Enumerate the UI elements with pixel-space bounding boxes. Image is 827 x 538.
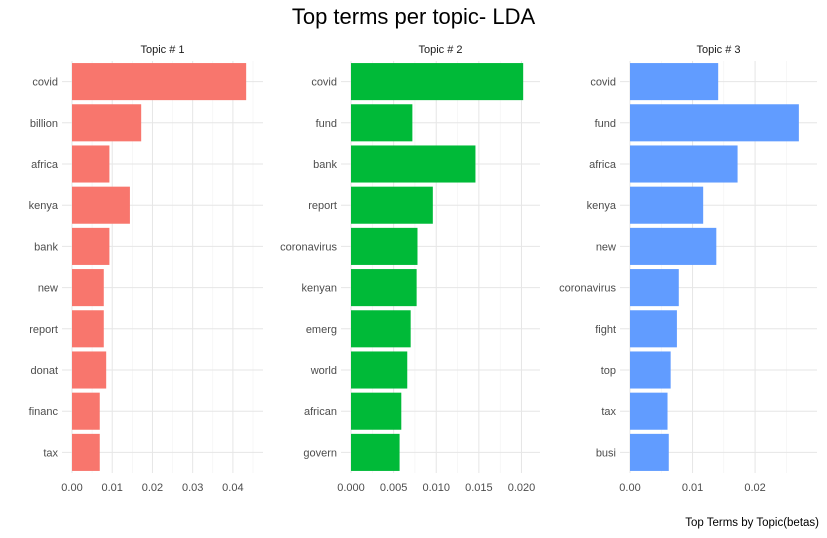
- bar-covid: [630, 63, 719, 101]
- y-category-label: fund: [316, 118, 337, 130]
- y-category-label: kenya: [29, 200, 59, 212]
- y-category-label: covid: [32, 77, 58, 89]
- bar-donat: [72, 351, 107, 389]
- y-category-label: new: [596, 241, 616, 253]
- x-tick-label: 0.000: [337, 482, 365, 494]
- y-category-label: emerg: [306, 324, 337, 336]
- bar-tax: [72, 433, 100, 471]
- bar-fight: [630, 310, 677, 348]
- bar-top: [630, 351, 671, 389]
- y-category-label: top: [601, 365, 616, 377]
- bar-coronavirus: [351, 227, 418, 265]
- bar-africa: [72, 145, 110, 183]
- y-category-label: financ: [29, 406, 59, 418]
- bar-bank: [351, 145, 476, 183]
- y-category-label: africa: [31, 159, 59, 171]
- bar-kenya: [630, 186, 704, 224]
- bar-kenyan: [351, 269, 417, 307]
- chart-caption: Top Terms by Topic(betas): [685, 517, 819, 529]
- bar-kenya: [72, 186, 130, 224]
- facet-label: Topic # 3: [696, 44, 740, 56]
- bar-tax: [630, 392, 668, 430]
- bar-financ: [72, 392, 100, 430]
- x-tick-label: 0.04: [222, 482, 243, 494]
- y-category-label: billion: [30, 118, 58, 130]
- bar-report: [351, 186, 433, 224]
- x-tick-label: 0.02: [142, 482, 163, 494]
- y-category-label: kenyan: [302, 283, 337, 295]
- y-category-label: bank: [313, 159, 337, 171]
- y-category-label: tax: [43, 447, 58, 459]
- x-tick-label: 0.010: [422, 482, 450, 494]
- bar-coronavirus: [630, 269, 679, 307]
- y-category-label: africa: [589, 159, 617, 171]
- bar-report: [72, 310, 104, 348]
- bar-busi: [630, 433, 669, 471]
- facet-label: Topic # 2: [418, 44, 462, 56]
- bar-govern: [351, 433, 400, 471]
- y-category-label: african: [304, 406, 337, 418]
- y-category-label: covid: [311, 77, 337, 89]
- y-category-label: coronavirus: [559, 283, 616, 295]
- bar-covid: [72, 63, 247, 101]
- bar-africa: [630, 145, 738, 183]
- y-category-label: fund: [595, 118, 616, 130]
- bar-bank: [72, 227, 110, 265]
- chart-title: Top terms per topic- LDA: [291, 4, 536, 29]
- y-category-label: covid: [590, 77, 616, 89]
- y-category-label: report: [29, 324, 58, 336]
- x-tick-label: 0.015: [465, 482, 493, 494]
- bar-world: [351, 351, 408, 389]
- x-tick-label: 0.00: [61, 482, 82, 494]
- bar-billion: [72, 104, 142, 142]
- y-category-label: coronavirus: [280, 241, 337, 253]
- x-tick-label: 0.00: [619, 482, 640, 494]
- x-tick-label: 0.01: [102, 482, 123, 494]
- y-category-label: report: [308, 200, 337, 212]
- bar-fund: [351, 104, 413, 142]
- bar-emerg: [351, 310, 411, 348]
- bar-african: [351, 392, 402, 430]
- bar-fund: [630, 104, 799, 142]
- y-category-label: tax: [601, 406, 616, 418]
- bar-new: [630, 227, 717, 265]
- facet-label: Topic # 1: [140, 44, 184, 56]
- x-tick-label: 0.01: [682, 482, 703, 494]
- y-category-label: world: [310, 365, 337, 377]
- y-category-label: bank: [34, 241, 58, 253]
- y-category-label: new: [38, 283, 58, 295]
- y-category-label: fight: [595, 324, 616, 336]
- bar-new: [72, 269, 104, 307]
- y-category-label: govern: [303, 447, 337, 459]
- x-tick-label: 0.020: [508, 482, 536, 494]
- y-category-label: busi: [596, 447, 616, 459]
- y-category-label: kenya: [587, 200, 617, 212]
- y-category-label: donat: [30, 365, 58, 377]
- bar-covid: [351, 63, 524, 101]
- x-tick-label: 0.005: [380, 482, 408, 494]
- x-tick-label: 0.03: [182, 482, 203, 494]
- x-tick-label: 0.02: [744, 482, 765, 494]
